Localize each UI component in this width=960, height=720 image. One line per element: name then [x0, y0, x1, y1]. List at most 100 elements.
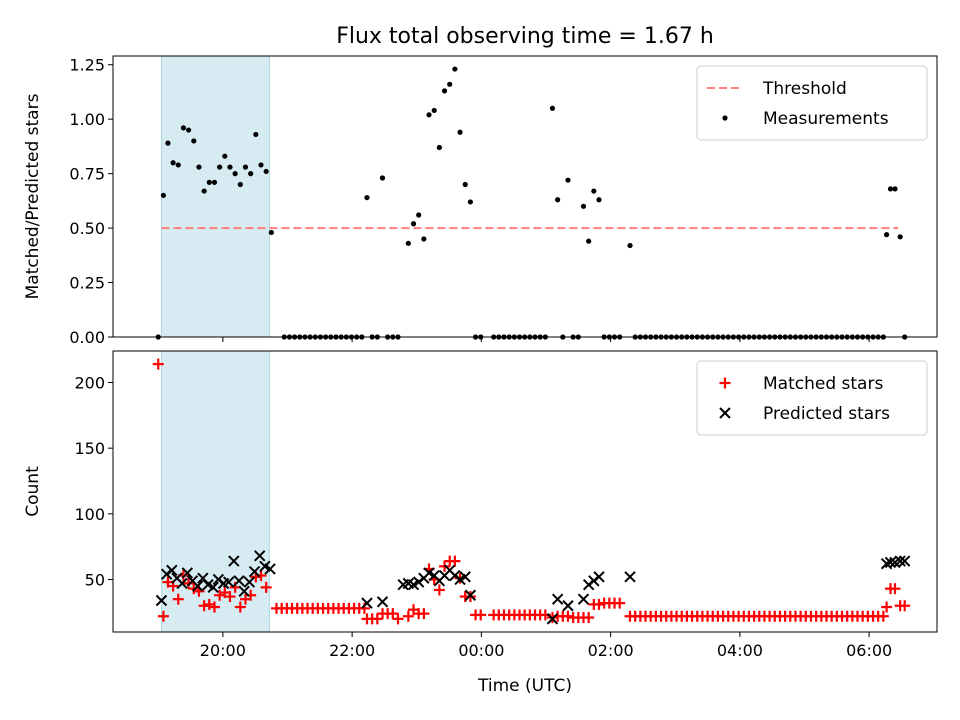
- matched-star-point: [392, 613, 404, 625]
- predicted-star-point: [894, 555, 906, 567]
- predicted-star-stroke-b: [202, 579, 214, 591]
- predicted-star-stroke-b: [428, 569, 440, 582]
- y-tick-label: 1.25: [69, 56, 105, 75]
- predicted-star-stroke-b: [577, 593, 590, 605]
- matched-star-point: [881, 601, 893, 613]
- y-tick-label: 100: [74, 505, 105, 524]
- y-tick-label: 0.25: [69, 274, 105, 293]
- predicted-star-point: [155, 594, 168, 607]
- predicted-star-stroke-b: [243, 576, 256, 588]
- matched-star-point: [583, 612, 595, 624]
- predicted-star-point: [546, 613, 559, 625]
- x-tick-label: 04:00: [717, 641, 763, 660]
- predicted-star-stroke-b: [191, 580, 204, 592]
- matched-star-point: [475, 609, 487, 621]
- predicted-star-stroke-b: [546, 613, 559, 625]
- matched-star-point: [260, 581, 272, 593]
- matched-star-point: [433, 584, 445, 596]
- predicted-star-point: [551, 593, 564, 605]
- legend-swatch-measurements: [722, 115, 728, 121]
- predicted-star-stroke-b: [884, 556, 897, 569]
- predicted-star-point: [884, 556, 897, 569]
- measurement-point: [253, 131, 259, 138]
- predicted-star-point: [376, 596, 389, 608]
- measurement-point: [457, 129, 463, 135]
- measurement-point: [258, 162, 264, 168]
- measurement-point: [405, 240, 411, 246]
- measurement-point: [431, 107, 437, 114]
- predicted-star-stroke-b: [171, 572, 183, 584]
- predicted-star-point: [176, 577, 188, 590]
- predicted-star-stroke-b: [228, 555, 240, 567]
- predicted-star-point: [233, 575, 245, 587]
- x-axis-label: Time (UTC): [477, 676, 572, 696]
- predicted-star-point: [459, 571, 471, 583]
- y-tick-label: 200: [74, 374, 105, 393]
- ratio-shaded-interval: [160, 55, 270, 338]
- predicted-star-stroke-b: [264, 563, 276, 575]
- matched-star-point: [172, 593, 184, 605]
- measurement-point: [549, 105, 556, 111]
- predicted-star-point: [166, 564, 178, 576]
- measurement-point: [248, 171, 254, 177]
- measurement-point: [410, 221, 417, 227]
- matched-star-point: [877, 610, 889, 622]
- matched-star-point: [198, 600, 210, 612]
- measurement-point: [227, 164, 233, 170]
- chart-title: Flux total observing time = 1.67 h: [336, 24, 714, 49]
- y-tick-label: 50: [85, 570, 105, 589]
- predicted-star-stroke-b: [186, 575, 199, 587]
- predicted-star-point: [361, 597, 373, 609]
- measurement-point: [447, 81, 453, 87]
- x-tick-label: 06:00: [846, 641, 892, 660]
- predicted-star-stroke-b: [222, 576, 235, 588]
- measurement-point: [555, 197, 561, 203]
- predicted-star-stroke-b: [166, 564, 178, 576]
- x-tick-label: 20:00: [200, 641, 246, 660]
- measurement-point: [426, 112, 432, 118]
- measurement-point: [364, 194, 370, 201]
- measurement-point: [897, 234, 903, 240]
- ratio-y-axis-label: Matched/Predicted stars: [23, 93, 43, 299]
- measurement-point: [206, 179, 212, 185]
- predicted-star-point: [464, 589, 477, 601]
- measurement-point: [580, 203, 587, 209]
- count-panel: 50 100 150 200 20:00 22:00 00:00 02:00 04:00 06:…: [23, 350, 938, 660]
- legend-label: Predicted stars: [763, 404, 890, 424]
- predicted-star-stroke-b: [207, 581, 219, 594]
- predicted-star-stroke-b: [562, 600, 574, 612]
- matched-star-point: [449, 555, 461, 567]
- predicted-star-stroke-b: [593, 571, 605, 583]
- matched-star-point: [899, 600, 911, 612]
- predicted-star-stroke-b: [898, 555, 911, 567]
- measurement-point: [452, 66, 458, 72]
- predicted-star-point: [191, 580, 204, 592]
- legend-label: Matched stars: [763, 374, 883, 394]
- y-tick-label: 0.75: [69, 165, 105, 184]
- predicted-star-stroke-b: [402, 577, 415, 590]
- predicted-star-stroke-b: [624, 571, 636, 583]
- measurement-point: [186, 127, 192, 133]
- matched-star-point: [234, 601, 246, 613]
- matched-star-point: [418, 608, 430, 620]
- measurement-point: [217, 164, 223, 170]
- x-tick-label: 22:00: [329, 641, 375, 660]
- x-tick-label: 00:00: [458, 641, 504, 660]
- predicted-star-point: [207, 581, 219, 594]
- measurement-point: [596, 197, 602, 203]
- measurement-point: [268, 229, 274, 236]
- measurement-point: [191, 138, 197, 144]
- matched-star-point: [562, 610, 574, 622]
- measurement-point: [180, 125, 187, 131]
- measurement-point: [263, 168, 269, 175]
- predicted-star-stroke-b: [464, 589, 477, 601]
- legend-box: [696, 360, 928, 436]
- legend-swatch-predicted: [719, 407, 731, 419]
- predicted-star-stroke-b: [253, 550, 266, 562]
- legend-label: Measurements: [763, 109, 889, 129]
- predicted-star-stroke-b: [551, 593, 564, 605]
- measurement-point: [627, 242, 633, 249]
- predicted-star-stroke-b: [248, 565, 261, 578]
- matched-star-point: [157, 610, 169, 622]
- predicted-star-stroke-b: [176, 577, 188, 590]
